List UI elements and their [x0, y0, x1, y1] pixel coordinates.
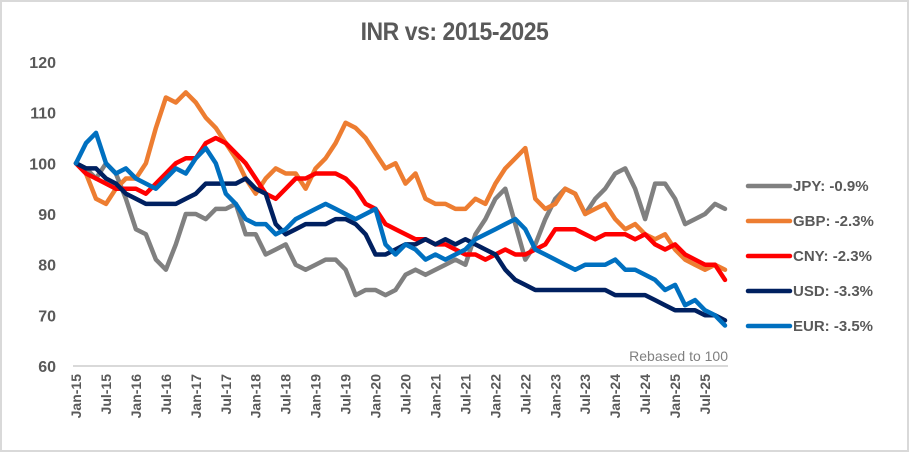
series-line-eur [73, 130, 728, 328]
legend-label: JPY: -0.9% [793, 178, 869, 195]
x-tick-label: Jan-19 [308, 374, 324, 419]
series-lines [73, 90, 728, 328]
legend-item-usd: USD: -3.3% [745, 283, 873, 300]
legend-label: USD: -3.3% [793, 283, 873, 300]
y-tick-label: 110 [30, 106, 56, 123]
x-tick-label: Jan-22 [487, 374, 503, 419]
x-tick-label: Jan-25 [667, 374, 683, 419]
legend-item-gbp: GBP: -2.3% [745, 213, 874, 230]
y-tick-label: 60 [38, 359, 56, 376]
legend-item-cny: CNY: -2.3% [745, 248, 872, 265]
series-line-gbp [73, 90, 728, 272]
x-tick-label: Jul-18 [278, 374, 294, 415]
series-line-cny [73, 135, 728, 283]
legend-label: CNY: -2.3% [793, 248, 872, 265]
rebased-annotation: Rebased to 100 [629, 348, 728, 364]
y-tick-label: 100 [29, 156, 56, 173]
x-tick-label: Jan-17 [188, 374, 204, 419]
x-tick-label: Jan-16 [128, 374, 144, 419]
legend-item-jpy: JPY: -0.9% [745, 178, 869, 195]
x-tick-label: Jan-15 [68, 374, 84, 419]
series-line-usd [73, 161, 728, 323]
x-tick-label: Jul-24 [637, 374, 653, 415]
x-tick-label: Jan-18 [248, 374, 264, 419]
x-tick-label: Jul-19 [338, 374, 354, 415]
x-tick-label: Jan-23 [547, 374, 563, 419]
x-tick-label: Jul-16 [158, 374, 174, 415]
y-tick-label: 70 [38, 308, 56, 325]
y-tick-label: 90 [38, 207, 56, 224]
legend-label: GBP: -2.3% [793, 213, 874, 230]
y-axis: 60 70 80 90 100 110 120 [29, 55, 56, 376]
legend-label: EUR: -3.5% [793, 318, 873, 335]
x-tick-label: Jul-25 [697, 374, 713, 415]
y-tick-label: 120 [29, 55, 56, 72]
x-tick-label: Jul-17 [218, 374, 234, 415]
legend-item-eur: EUR: -3.5% [745, 318, 873, 335]
y-tick-label: 80 [38, 258, 56, 275]
x-tick-label: Jan-24 [607, 374, 623, 419]
x-tick-label: Jul-20 [397, 374, 413, 415]
legend: JPY: -0.9% GBP: -2.3% CNY: -2.3% USD: -3.3%… [745, 178, 874, 335]
x-tick-label: Jan-21 [427, 374, 443, 419]
x-axis: Jan-15 Jul-15 Jan-16 Jul-16 Jan-17 Jul-17 Jan-… [68, 374, 713, 419]
x-tick-label: Jul-23 [577, 374, 593, 415]
series-line-jpy [73, 161, 728, 298]
x-tick-label: Jul-15 [98, 374, 114, 415]
x-tick-label: Jan-20 [368, 374, 384, 419]
x-tick-label: Jul-21 [457, 374, 473, 415]
x-tick-label: Jul-22 [517, 374, 533, 415]
chart-title: INR vs: 2015-2025 [360, 18, 549, 46]
